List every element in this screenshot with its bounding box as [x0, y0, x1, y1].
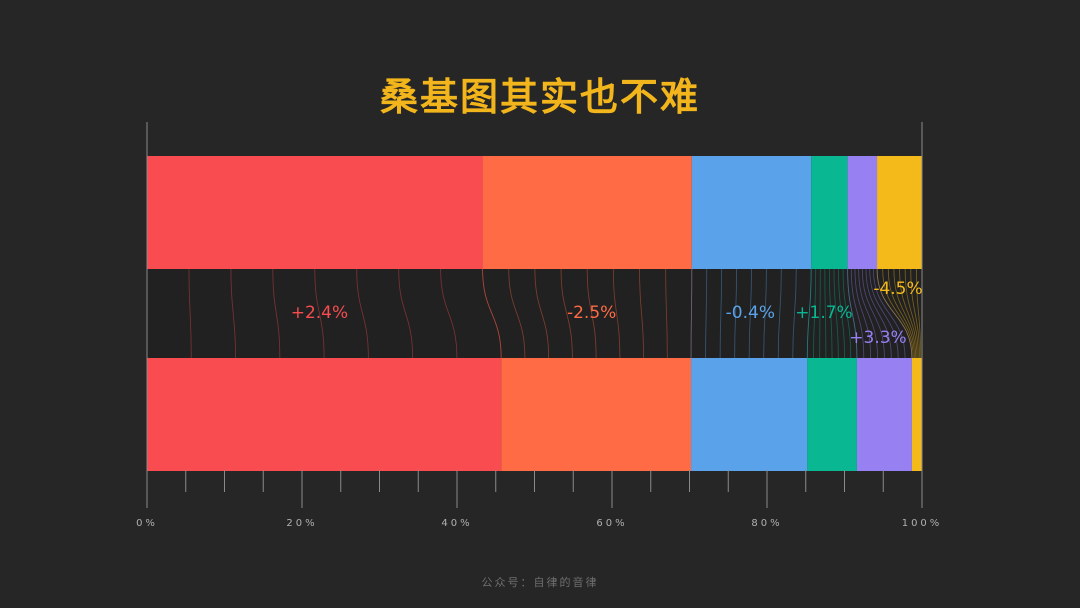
- flow-line: [230, 268, 236, 359]
- flow-line: [806, 268, 812, 359]
- top-bar-segment: [877, 156, 922, 269]
- flow-line: [188, 268, 192, 359]
- flow-line: [882, 268, 914, 359]
- flow-line: [586, 268, 597, 359]
- flow-line: [560, 268, 573, 359]
- flow-line: [763, 268, 767, 359]
- flow-line: [777, 268, 782, 359]
- flow-line: [861, 268, 885, 359]
- flow-line: [792, 268, 797, 359]
- flow-line: [356, 268, 369, 359]
- flow-band: [147, 269, 922, 358]
- bottom-bar-segment: [501, 358, 692, 471]
- chart-title: 桑基图其实也不难: [379, 75, 700, 119]
- flow-line: [904, 268, 919, 359]
- x-tick-label: 100%: [902, 518, 943, 529]
- flow-line: [534, 268, 550, 359]
- bottom-bar-segment: [856, 358, 912, 471]
- flow-line: [690, 268, 693, 359]
- bottom-bar-segment: [691, 358, 808, 471]
- flow-line: [314, 268, 325, 359]
- flow-line: [838, 268, 845, 359]
- flow-line: [719, 268, 723, 359]
- flow-line: [910, 268, 920, 359]
- flow-line: [858, 268, 878, 359]
- flow-line: [887, 268, 915, 359]
- flow-line: [508, 268, 526, 359]
- flow-line: [705, 268, 708, 359]
- top-bar-segment: [811, 156, 848, 269]
- flow-line: [915, 268, 922, 359]
- flow-line: [734, 268, 737, 359]
- flow-line: [847, 268, 858, 359]
- flow-line: [440, 268, 458, 359]
- flow-line: [899, 268, 918, 359]
- flow-line: [828, 268, 833, 359]
- flow-line: [639, 268, 644, 359]
- top-bar-segment: [847, 156, 878, 269]
- top-bar-segment: [482, 156, 692, 269]
- x-tick-label: 40%: [441, 518, 472, 529]
- flow-line: [665, 268, 668, 359]
- change-label: -4.5%: [873, 279, 922, 299]
- flow-line: [869, 268, 899, 359]
- flow-line: [850, 268, 865, 359]
- flow-line: [865, 268, 892, 359]
- x-tick-label: 80%: [751, 518, 782, 529]
- flow-line: [847, 268, 858, 359]
- footer-credit: 公众号：自律的音律: [481, 576, 599, 589]
- flow-line: [833, 268, 839, 359]
- flow-line: [612, 268, 621, 359]
- x-tick-label: 0%: [136, 518, 158, 529]
- flow-line: [876, 268, 913, 359]
- flow-line: [824, 268, 827, 359]
- flow-line: [690, 268, 693, 359]
- change-label: +3.3%: [849, 328, 906, 348]
- flow-line: [854, 268, 872, 359]
- flow-line: [893, 268, 917, 359]
- top-bar-segment: [147, 156, 483, 269]
- flow-line: [813, 268, 817, 359]
- flow-line: [842, 268, 852, 359]
- bottom-bar-segment: [807, 358, 857, 471]
- flow-line: [806, 268, 812, 359]
- flow-line: [398, 268, 414, 359]
- change-label: -0.4%: [726, 303, 775, 323]
- bottom-bar-segment: [147, 358, 502, 471]
- change-label: +2.4%: [291, 303, 348, 323]
- flow-line: [748, 268, 752, 359]
- flow-line: [819, 268, 821, 359]
- change-label: -2.5%: [567, 303, 616, 323]
- x-tick-label: 60%: [596, 518, 627, 529]
- flow-line: [876, 268, 913, 359]
- x-tick-label: 20%: [286, 518, 317, 529]
- top-bar-segment: [691, 156, 812, 269]
- flow-line: [272, 268, 281, 359]
- flow-line: [482, 268, 502, 359]
- flow-line: [482, 268, 502, 359]
- bottom-bar-segment: [911, 358, 922, 471]
- change-label: +1.7%: [795, 303, 852, 323]
- flow-line: [872, 268, 906, 359]
